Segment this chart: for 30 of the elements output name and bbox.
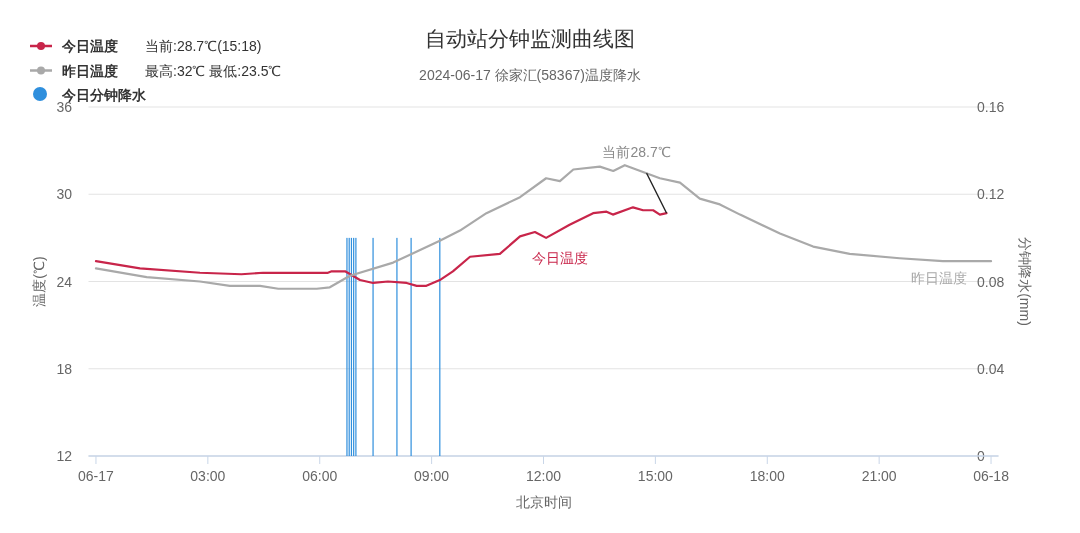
y2-tick-label: 0.04 [977,360,1005,377]
text: 当前:28.7℃(15:18) [145,38,262,54]
x-tick-label: 03:00 [190,468,226,484]
text: 今日温度 [531,249,588,266]
x-tick-label: 06-17 [78,468,115,484]
chart-subtitle: 2024-06-17 徐家汇(58367)温度降水 [419,67,641,83]
y2-tick-label: 0.12 [977,186,1005,203]
legend-label: 今日温度 [61,38,118,54]
y-tick-label: 18 [56,360,73,377]
x-tick-label: 21:00 [861,468,897,484]
legend-label: 昨日温度 [62,62,118,79]
y2-tick-label: 0.08 [977,273,1005,290]
x-tick-label: 15:00 [637,468,674,484]
text: 昨日温度 [911,270,968,287]
x-tick-label: 06-18 [973,468,1010,484]
y2-axis-title: 分钟降水(mm) [1017,237,1033,326]
x-tick-label: 12:00 [525,468,562,484]
text: 最高:32℃ 最低:23.5℃ [145,62,282,79]
chart-title: 自动站分钟监测曲线图 [425,27,635,50]
x-tick-label: 18:00 [749,468,785,484]
x-tick-label: 09:00 [414,468,450,484]
y2-tick-label: 0 [977,448,985,464]
x-axis-title: 北京时间 [515,494,572,510]
y-tick-label: 30 [56,186,73,203]
y-axis-title: 温度(℃) [31,256,47,307]
annotation: 当前28.7℃ [602,144,671,161]
y-tick-label: 24 [56,273,73,290]
x-tick-label: 06:00 [302,468,338,484]
y2-tick-label: 0.16 [977,99,1005,115]
y-tick-label: 12 [56,448,73,464]
